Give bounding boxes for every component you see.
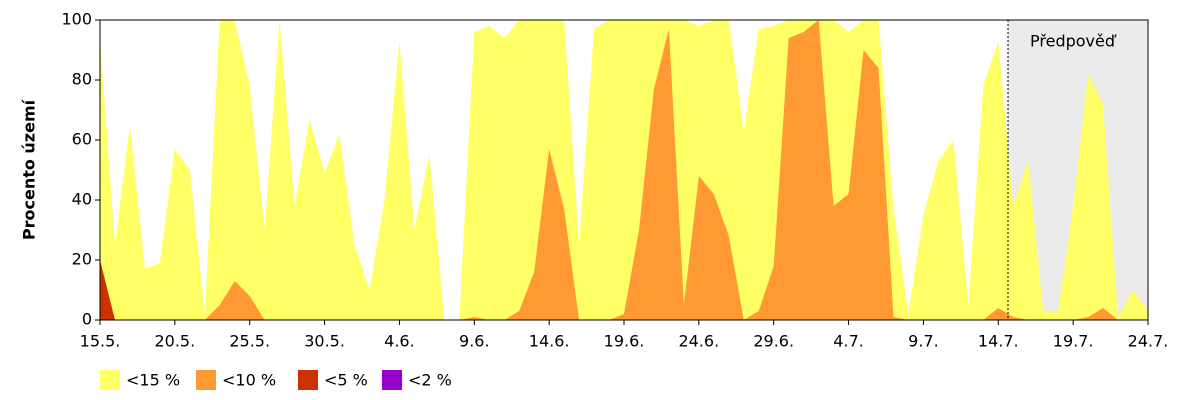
x-tick-label: 9.7. xyxy=(908,332,939,351)
x-tick-label: 25.5. xyxy=(229,332,270,351)
x-tick-label: 19.7. xyxy=(1053,332,1094,351)
x-tick-label: 4.7. xyxy=(833,332,864,351)
x-tick-label: 9.6. xyxy=(459,332,490,351)
x-tick-label: 24.7. xyxy=(1128,332,1169,351)
x-tick-label: 4.6. xyxy=(384,332,415,351)
y-tick-label: 100 xyxy=(61,10,92,29)
legend-swatch xyxy=(298,370,318,390)
area xyxy=(100,20,1148,320)
legend-label: <2 % xyxy=(408,371,452,390)
forecast-label: Předpověď xyxy=(1030,32,1117,51)
y-tick-label: 20 xyxy=(72,250,92,269)
x-tick-label: 29.6. xyxy=(753,332,794,351)
legend-swatch xyxy=(100,370,120,390)
area xyxy=(100,20,1148,320)
y-tick-label: 40 xyxy=(72,190,92,209)
x-tick-label: 30.5. xyxy=(304,332,345,351)
y-axis-label: Procento území xyxy=(20,98,39,240)
y-tick-label: 80 xyxy=(72,70,92,89)
y-tick-label: 0 xyxy=(82,310,92,329)
legend-swatch xyxy=(382,370,402,390)
legend-swatch xyxy=(196,370,216,390)
x-tick-label: 15.5. xyxy=(80,332,121,351)
x-tick-label: 24.6. xyxy=(678,332,719,351)
y-tick-label: 60 xyxy=(72,130,92,149)
x-tick-label: 19.6. xyxy=(604,332,645,351)
x-tick-label: 20.5. xyxy=(154,332,195,351)
x-tick-label: 14.7. xyxy=(978,332,1019,351)
legend-label: <10 % xyxy=(222,371,276,390)
legend-label: <5 % xyxy=(324,371,368,390)
legend-label: <15 % xyxy=(126,371,180,390)
x-tick-label: 14.6. xyxy=(529,332,570,351)
